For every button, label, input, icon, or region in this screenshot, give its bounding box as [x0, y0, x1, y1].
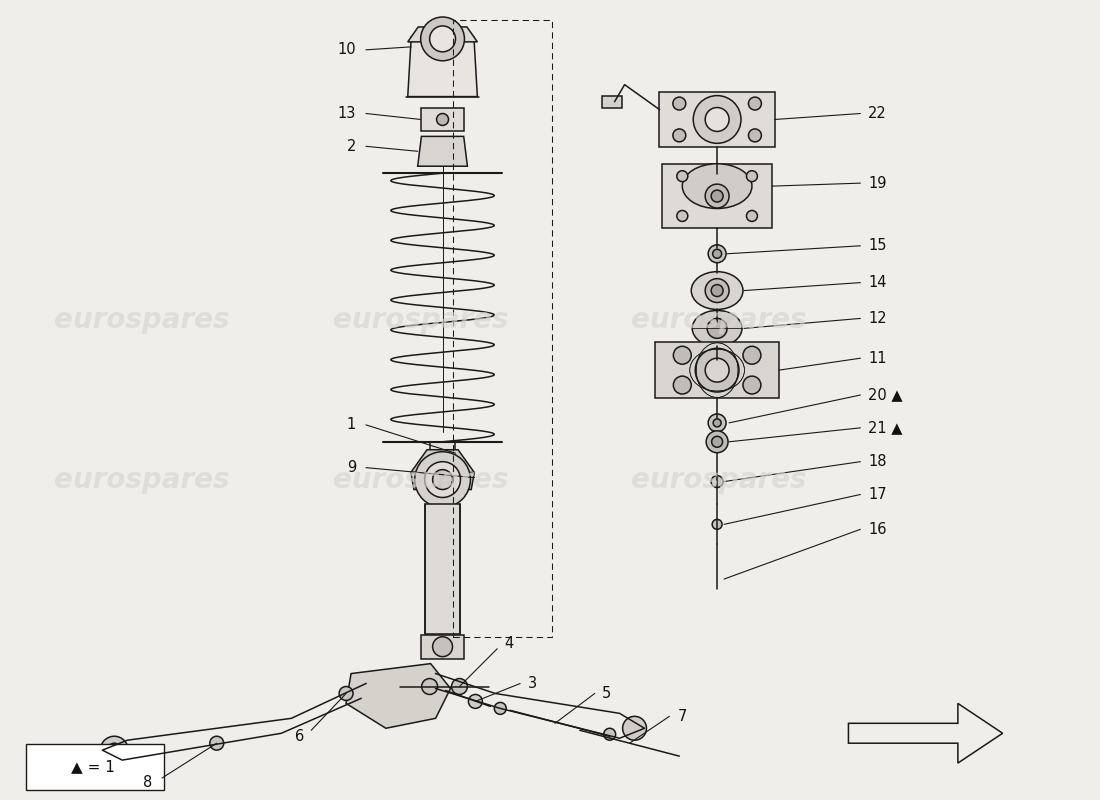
- Circle shape: [210, 736, 223, 750]
- Text: eurospares: eurospares: [631, 306, 807, 334]
- Text: 13: 13: [338, 106, 356, 121]
- Polygon shape: [656, 342, 779, 398]
- Text: eurospares: eurospares: [631, 466, 807, 494]
- Ellipse shape: [692, 310, 742, 346]
- Polygon shape: [408, 27, 477, 42]
- Circle shape: [673, 376, 691, 394]
- Text: 11: 11: [868, 350, 887, 366]
- Circle shape: [713, 250, 722, 258]
- Polygon shape: [420, 634, 464, 658]
- Text: 4: 4: [504, 636, 514, 651]
- Polygon shape: [659, 92, 774, 147]
- Text: 14: 14: [868, 275, 887, 290]
- Circle shape: [742, 376, 761, 394]
- Polygon shape: [346, 664, 451, 728]
- Circle shape: [673, 346, 691, 364]
- Circle shape: [708, 245, 726, 262]
- Circle shape: [705, 107, 729, 131]
- Circle shape: [430, 26, 455, 52]
- Text: 7: 7: [678, 709, 686, 724]
- Circle shape: [748, 129, 761, 142]
- Text: 2: 2: [346, 139, 356, 154]
- Circle shape: [420, 17, 464, 61]
- Text: eurospares: eurospares: [54, 466, 230, 494]
- Text: 19: 19: [868, 176, 887, 190]
- Circle shape: [712, 519, 722, 530]
- Text: 9: 9: [346, 460, 356, 475]
- Circle shape: [712, 285, 723, 297]
- Circle shape: [421, 678, 438, 694]
- Polygon shape: [602, 95, 621, 107]
- Text: ▲ = 1: ▲ = 1: [70, 759, 114, 774]
- Circle shape: [708, 414, 726, 432]
- Circle shape: [676, 170, 688, 182]
- Circle shape: [712, 476, 723, 487]
- Text: 6: 6: [295, 729, 305, 744]
- Text: 1: 1: [346, 418, 356, 432]
- Polygon shape: [410, 473, 474, 490]
- Text: eurospares: eurospares: [333, 306, 508, 334]
- Circle shape: [437, 114, 449, 126]
- Text: 20 ▲: 20 ▲: [868, 387, 903, 402]
- FancyBboxPatch shape: [25, 744, 164, 790]
- Circle shape: [673, 129, 685, 142]
- Circle shape: [747, 170, 758, 182]
- Circle shape: [742, 346, 761, 364]
- Circle shape: [108, 743, 121, 757]
- Text: 22: 22: [868, 106, 887, 121]
- Circle shape: [676, 210, 688, 222]
- Polygon shape: [418, 136, 468, 166]
- Text: 10: 10: [338, 42, 356, 58]
- Circle shape: [713, 419, 722, 427]
- Circle shape: [712, 436, 723, 447]
- Circle shape: [705, 278, 729, 302]
- Ellipse shape: [691, 272, 742, 310]
- Circle shape: [712, 190, 723, 202]
- Ellipse shape: [682, 164, 752, 209]
- Text: 18: 18: [868, 454, 887, 469]
- Circle shape: [695, 348, 739, 392]
- Text: 17: 17: [868, 487, 887, 502]
- Circle shape: [100, 736, 129, 764]
- Polygon shape: [420, 107, 464, 131]
- Circle shape: [432, 470, 452, 490]
- Circle shape: [705, 358, 729, 382]
- Circle shape: [747, 210, 758, 222]
- Circle shape: [469, 694, 483, 708]
- Circle shape: [706, 431, 728, 453]
- Circle shape: [707, 318, 727, 338]
- Text: eurospares: eurospares: [54, 306, 230, 334]
- Circle shape: [673, 97, 685, 110]
- Text: 8: 8: [143, 775, 152, 790]
- Circle shape: [748, 97, 761, 110]
- Text: 21 ▲: 21 ▲: [868, 420, 903, 435]
- Polygon shape: [430, 442, 455, 465]
- Circle shape: [494, 702, 506, 714]
- Circle shape: [425, 462, 461, 498]
- Text: 3: 3: [528, 676, 537, 691]
- Text: 5: 5: [602, 686, 610, 701]
- Text: 15: 15: [868, 238, 887, 254]
- Circle shape: [623, 716, 647, 740]
- Text: 12: 12: [868, 311, 887, 326]
- Text: 16: 16: [868, 522, 887, 537]
- Circle shape: [339, 686, 353, 701]
- Text: eurospares: eurospares: [333, 466, 508, 494]
- Circle shape: [705, 184, 729, 208]
- Circle shape: [415, 452, 471, 507]
- Circle shape: [604, 728, 616, 740]
- Circle shape: [432, 637, 452, 657]
- Polygon shape: [410, 450, 474, 473]
- Circle shape: [693, 95, 741, 143]
- Polygon shape: [425, 505, 461, 634]
- Circle shape: [451, 678, 468, 694]
- Polygon shape: [662, 164, 772, 228]
- Polygon shape: [408, 37, 477, 97]
